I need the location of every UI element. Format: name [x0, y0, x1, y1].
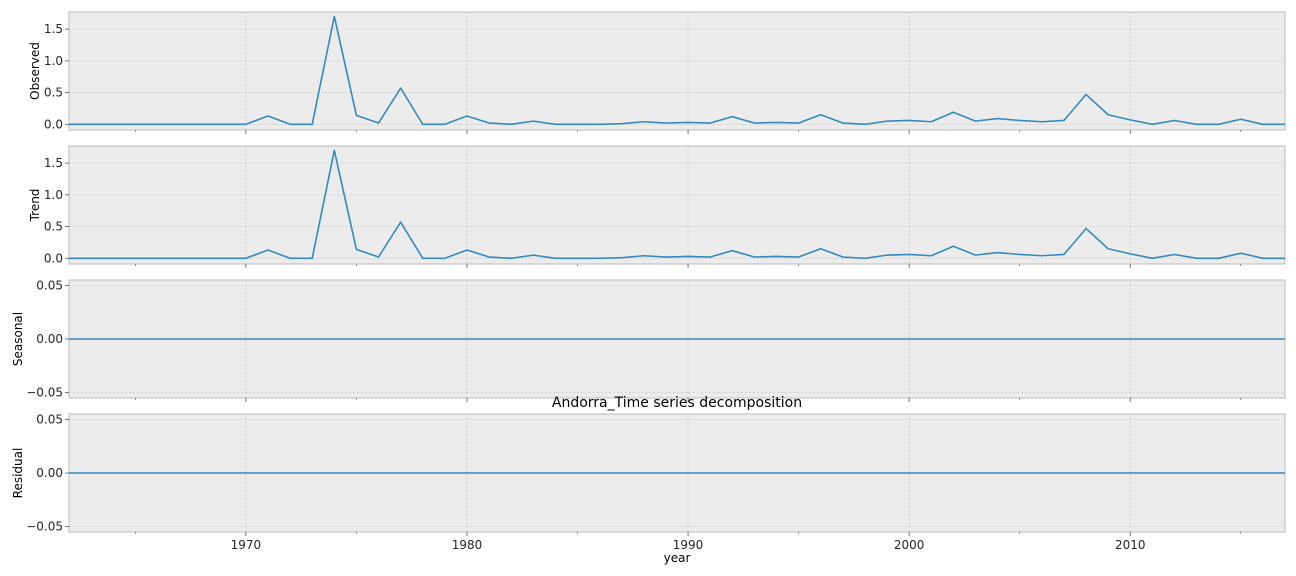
plot-background — [68, 145, 1286, 265]
y-tick-label: 1.0 — [44, 54, 63, 68]
y-tick-label: 0.5 — [44, 86, 63, 100]
y-axis-label: Seasonal — [11, 312, 25, 366]
x-tick-label: 2010 — [1115, 538, 1146, 552]
y-tick-label: 1.5 — [44, 156, 63, 170]
y-tick-label: 0.00 — [36, 466, 63, 480]
x-axis-label: year — [664, 551, 691, 565]
y-tick-label: 0.5 — [44, 220, 63, 234]
plot-background — [68, 11, 1286, 131]
y-tick-label: 0.00 — [36, 332, 63, 346]
y-tick-label: 0.05 — [36, 412, 63, 426]
x-tick-label: 1980 — [452, 538, 483, 552]
y-axis-label: Trend — [28, 189, 42, 223]
y-tick-label: 0.05 — [36, 278, 63, 292]
series-line-observed — [69, 15, 1285, 126]
x-tick-label: 2000 — [894, 538, 925, 552]
y-tick-label: −0.05 — [26, 520, 63, 534]
panel-residual: −0.05 0.00 0.05 Residual — [11, 412, 1286, 536]
y-tick-label: 0.0 — [44, 251, 63, 265]
panel-seasonal: −0.05 0.00 0.05 Seasonal — [11, 278, 1286, 402]
y-tick-label: 0.0 — [44, 117, 63, 131]
y-tick-label: 1.5 — [44, 22, 63, 36]
y-tick-label: −0.05 — [26, 386, 63, 400]
x-tick-label: 1990 — [673, 538, 704, 552]
chart-title: Andorra_Time series decomposition — [552, 395, 802, 411]
y-tick-label: 1.0 — [44, 188, 63, 202]
x-tick-label: 1970 — [231, 538, 262, 552]
panel-trend: 0.0 0.5 1.0 1.5 Trend — [28, 145, 1286, 268]
series-line-trend — [69, 149, 1285, 260]
y-axis-label: Observed — [28, 42, 42, 100]
y-axis-label: Residual — [11, 448, 25, 499]
